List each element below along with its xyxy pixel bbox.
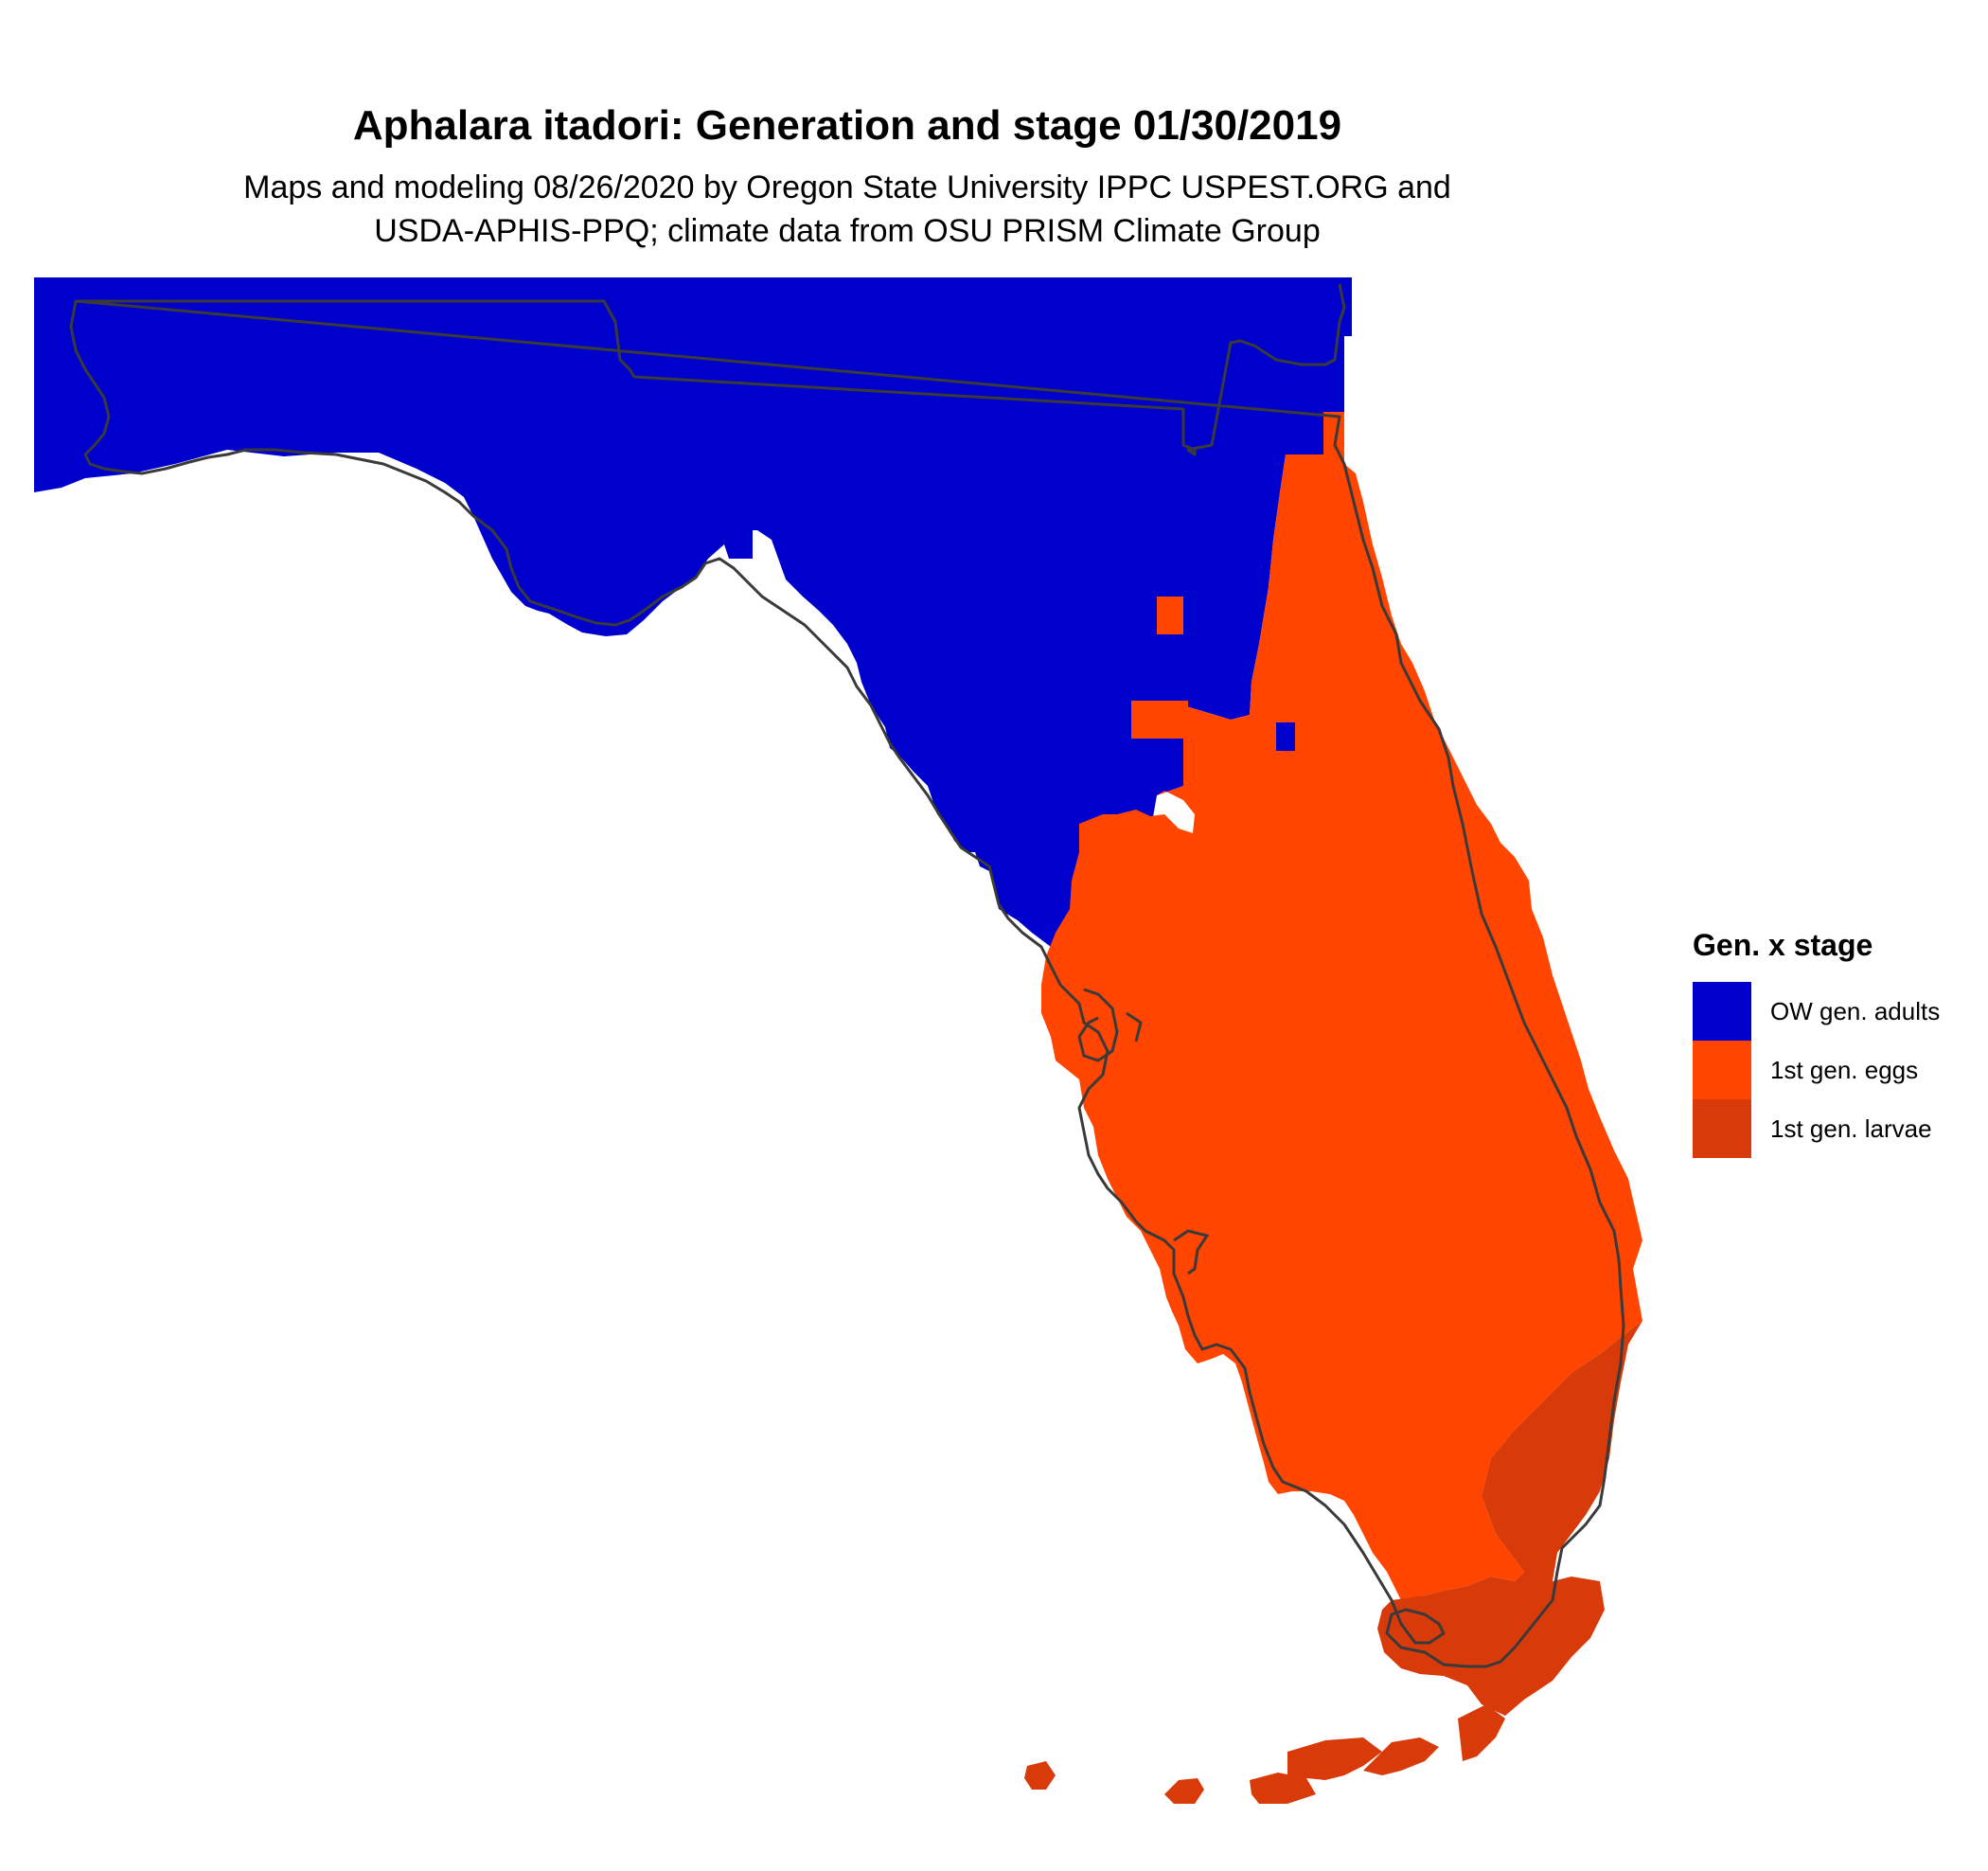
legend-label-ow-adults: OW gen. adults bbox=[1770, 996, 1941, 1025]
map-title: Aphalara itadori: Generation and stage 0… bbox=[352, 102, 1342, 149]
region-adults-patch bbox=[1276, 722, 1295, 751]
legend: Gen. x stage OW gen. adults 1st gen. egg… bbox=[1693, 928, 1940, 1158]
legend-swatch-ow-adults bbox=[1693, 982, 1751, 1041]
region-eggs-patch-2 bbox=[1131, 701, 1188, 739]
subtitle-line-2: USDA-APHIS-PPQ; climate data from OSU PR… bbox=[374, 213, 1321, 249]
legend-label-1st-gen-larvae: 1st gen. larvae bbox=[1770, 1114, 1932, 1143]
tampa-bay-outline bbox=[1077, 988, 1143, 1062]
region-ow-adults bbox=[34, 277, 1352, 1056]
region-keys-larvae bbox=[1024, 1704, 1505, 1804]
legend-swatch-1st-gen-larvae bbox=[1693, 1099, 1751, 1158]
charlotte-harbor-outline bbox=[1173, 1229, 1210, 1275]
region-1st-gen-larvae bbox=[1377, 1321, 1642, 1716]
legend-item-ow-adults: OW gen. adults bbox=[1693, 982, 1940, 1041]
legend-item-1st-gen-eggs: 1st gen. eggs bbox=[1693, 1041, 1940, 1099]
region-1st-gen-eggs bbox=[1041, 412, 1642, 1600]
state-border-outline bbox=[69, 283, 1625, 1668]
legend-swatch-1st-gen-eggs bbox=[1693, 1041, 1751, 1099]
subtitle-line-1: Maps and modeling 08/26/2020 by Oregon S… bbox=[243, 169, 1451, 205]
legend-item-1st-gen-larvae: 1st gen. larvae bbox=[1693, 1099, 1940, 1158]
region-eggs-patch-1 bbox=[1157, 597, 1183, 634]
map-subtitle: Maps and modeling 08/26/2020 by Oregon S… bbox=[0, 166, 1695, 253]
legend-title: Gen. x stage bbox=[1693, 928, 1873, 962]
legend-label-1st-gen-eggs: 1st gen. eggs bbox=[1770, 1055, 1919, 1084]
